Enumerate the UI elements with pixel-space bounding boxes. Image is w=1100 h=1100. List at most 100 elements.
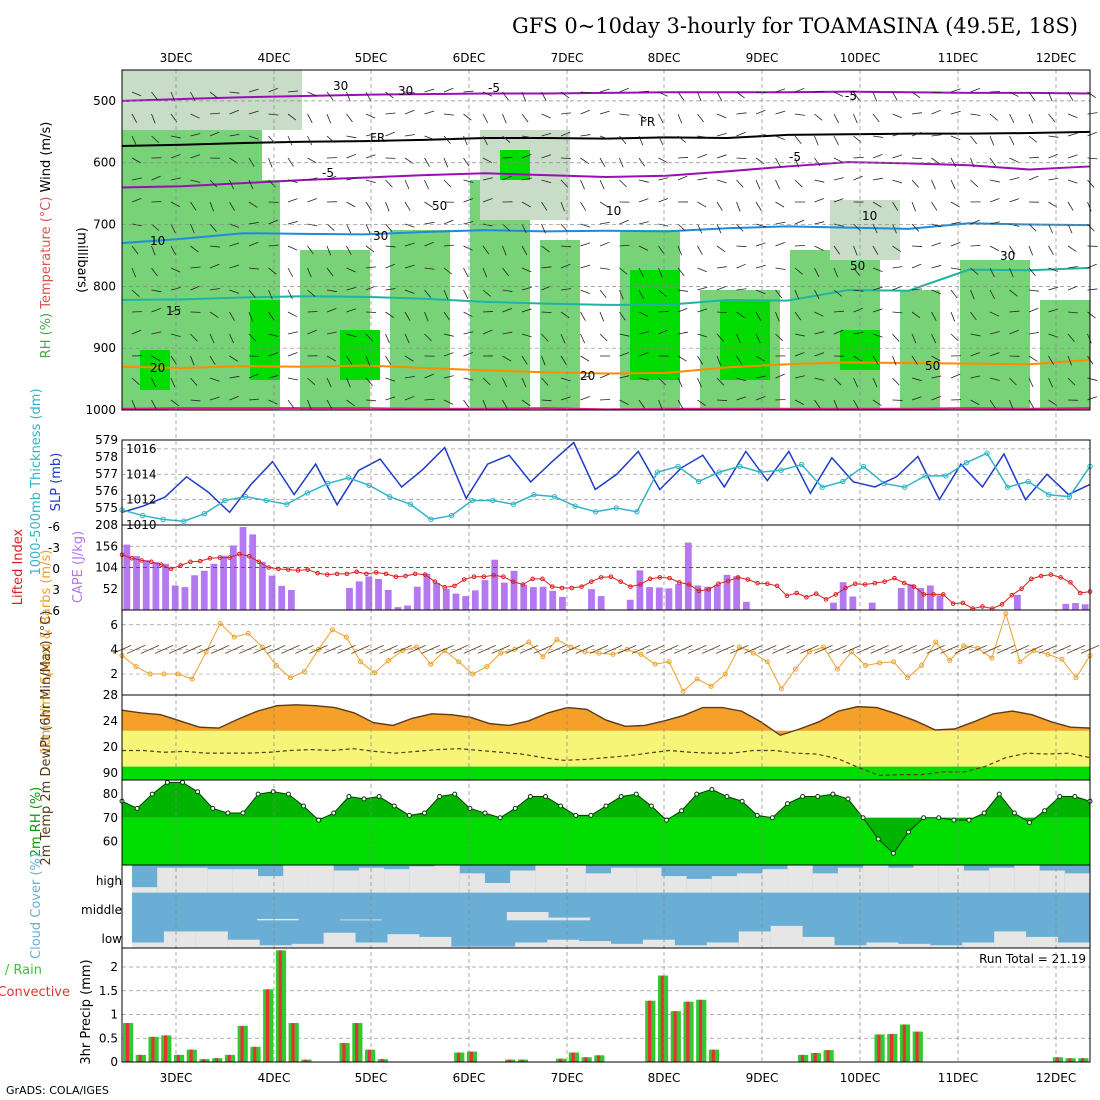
lifted-index-point	[725, 578, 731, 584]
lifted-index-point	[530, 576, 535, 582]
upper-wind-barb	[1028, 113, 1034, 124]
upper-wind-barb	[209, 201, 215, 212]
cloud-high-bar	[636, 867, 662, 893]
rh-point	[255, 791, 261, 797]
upper-wind-barb	[736, 263, 746, 269]
upper-wind-barb	[151, 135, 160, 144]
cape-bar	[559, 596, 566, 610]
upper-wind-barb	[911, 131, 922, 137]
upper-wind-barb	[209, 377, 220, 382]
upper-wind-barb	[892, 333, 900, 342]
upper-wind-barb	[989, 113, 998, 121]
upper-wind-barb	[677, 377, 683, 388]
upper-wind-barb	[931, 134, 942, 137]
wind-speed-point	[568, 644, 574, 650]
upper-wind-barb	[931, 242, 942, 247]
thickness-point	[201, 510, 208, 517]
upper-wind-barb	[970, 311, 977, 321]
precip-convective-bar	[456, 1052, 461, 1062]
wind-barb	[702, 645, 721, 654]
upper-wind-barb	[229, 223, 240, 228]
upper-wind-barb	[326, 355, 336, 362]
upper-wind-barb	[1067, 245, 1077, 252]
wind-speed-point	[863, 662, 869, 668]
upper-wind-barb	[911, 355, 918, 365]
upper-wind-barb	[190, 91, 196, 102]
cloud-high-bar	[434, 865, 460, 893]
cloud-low-bar	[259, 945, 292, 948]
upper-wind-barb	[970, 333, 981, 337]
upper-wind-barb	[541, 201, 548, 211]
upper-wind-barb	[833, 113, 839, 124]
upper-wind-barb	[892, 113, 902, 119]
upper-wind-barb	[892, 377, 900, 386]
upper-wind-barb	[697, 153, 707, 159]
upper-wind-barb	[697, 113, 704, 123]
wind-speed-point	[147, 671, 153, 677]
upper-wind-barb	[1048, 267, 1059, 272]
wind-speed-point	[231, 634, 237, 640]
upper-wind-barb	[1087, 201, 1092, 212]
cape-bar	[355, 581, 363, 610]
cape-bar	[1062, 603, 1070, 610]
isotherm-line	[121, 358, 1091, 375]
wind-barb	[982, 645, 1001, 654]
upper-wind-barb	[365, 91, 372, 102]
cape-bar	[181, 587, 189, 610]
wind-barb	[309, 645, 328, 654]
cloud-low-bar	[291, 943, 324, 948]
lifted-index-point	[540, 576, 545, 582]
upper-wind-barb	[736, 377, 747, 382]
upper-wind-barb	[931, 355, 941, 362]
lifted-index-point	[197, 558, 203, 564]
rh-point	[452, 791, 458, 797]
upper-wind-barb	[190, 133, 201, 137]
rh-point	[739, 798, 745, 804]
precip-convective-label: Convective	[0, 985, 70, 1000]
upper-wind-barb	[658, 377, 666, 386]
wind-barb	[968, 645, 987, 654]
upper-wind-barb	[190, 113, 200, 119]
upper-wind-barb	[911, 201, 916, 212]
lifted-index-point	[471, 574, 477, 580]
upper-wind-barb	[1067, 132, 1078, 137]
upper-wind-barb	[697, 135, 708, 138]
precip-ylabel: 3hr Precip (mm)	[79, 959, 94, 1064]
isotherm-label: 10	[150, 234, 165, 248]
cloud-low-bar	[674, 945, 707, 948]
lifted-index-point	[921, 592, 927, 597]
upper-wind-barb	[814, 289, 820, 300]
upper-wind-barb	[989, 377, 1000, 381]
upper-wind-barb	[872, 135, 883, 138]
cloud-low-bar	[994, 931, 1027, 948]
cloud-high-bar	[963, 870, 990, 893]
cloud-low-bar	[611, 943, 643, 948]
upper-wind-barb	[638, 311, 649, 317]
upper-air-ylabel-units: (millibars)	[74, 227, 89, 293]
upper-wind-barb	[599, 88, 610, 93]
upper-wind-barb	[521, 135, 532, 139]
upper-wind-barb	[131, 329, 142, 335]
lifted-index-point	[569, 585, 575, 591]
lifted-index-point	[911, 584, 917, 589]
wind-barb	[575, 645, 595, 654]
rh-point	[164, 779, 170, 785]
rh-point	[709, 786, 715, 792]
wind-speed-point	[217, 621, 223, 627]
upper-wind-barb	[229, 179, 234, 190]
upper-wind-barb	[970, 219, 980, 225]
temp-tick: 24	[103, 714, 118, 728]
upper-wind-barb	[541, 355, 546, 366]
upper-wind-barb	[326, 377, 332, 388]
cloud-tick: high	[96, 874, 122, 888]
upper-wind-barb	[1028, 135, 1038, 143]
upper-wind-barb	[658, 399, 663, 410]
cloud-high-bar	[560, 865, 586, 893]
lifted-index-point	[256, 559, 262, 565]
upper-wind-barb	[502, 223, 511, 232]
lifted-index-point	[667, 575, 672, 581]
upper-wind-barb	[1087, 333, 1092, 344]
dewpoint-line	[122, 748, 1091, 777]
upper-wind-barb	[541, 179, 552, 184]
cape-bar	[239, 527, 247, 610]
